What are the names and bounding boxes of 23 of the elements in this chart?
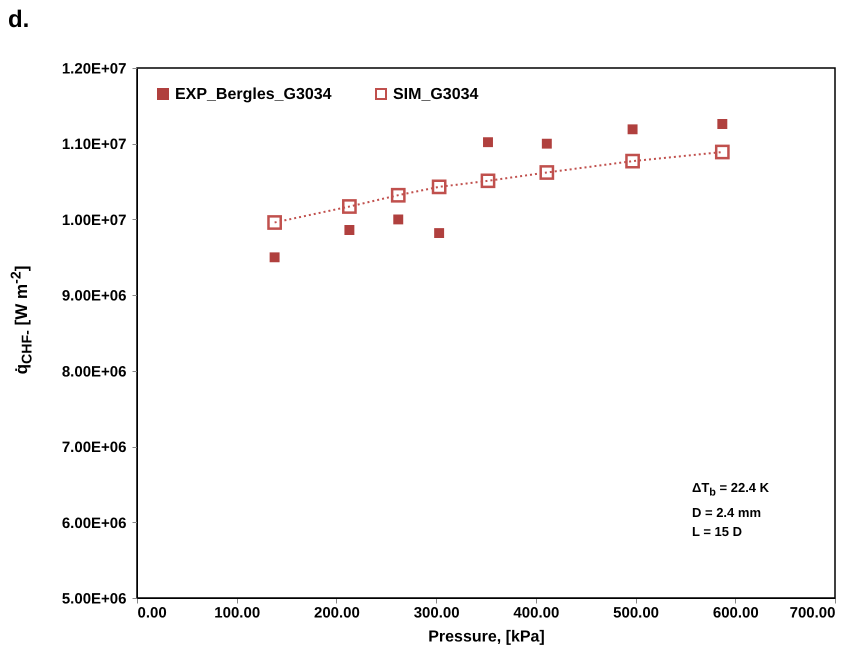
y-tick-label: 5.00E+06 xyxy=(62,590,126,608)
x-tick-label: 400.00 xyxy=(513,604,560,622)
x-tick-label: 300.00 xyxy=(414,604,460,622)
x-tick-label: 700.00 xyxy=(790,604,836,622)
y-tick-label: 6.00E+06 xyxy=(62,514,126,532)
x-tick-label: 200.00 xyxy=(314,604,360,622)
legend-label: EXP_Bergles_G3034 xyxy=(175,86,332,103)
legend-label: SIM_G3034 xyxy=(393,86,478,103)
annotation: D = 2.4 mm xyxy=(692,504,762,522)
x-tick-label: 600.00 xyxy=(712,604,759,622)
y-tick-label: 1.10E+07 xyxy=(62,136,126,154)
x-tick-label: 100.00 xyxy=(214,604,260,622)
chart-title: d. xyxy=(8,6,30,34)
y-tick-label: 9.00E+06 xyxy=(62,288,126,305)
x-axis-title: Pressure, [kPa] xyxy=(428,628,545,646)
y-tick-label: 8.00E+06 xyxy=(62,363,126,380)
annotation: ΔT$_{b}$ = 22.4 K xyxy=(692,479,770,501)
y-tick-label: 7.00E+06 xyxy=(62,439,126,456)
y-tick-label: 1.00E+07 xyxy=(62,212,126,229)
x-tick-label: 0.00 xyxy=(138,604,167,622)
annotation: L = 15 D xyxy=(692,522,743,541)
y-tick-label: 1.20E+07 xyxy=(62,60,126,78)
x-tick-label: 500.00 xyxy=(613,604,660,622)
